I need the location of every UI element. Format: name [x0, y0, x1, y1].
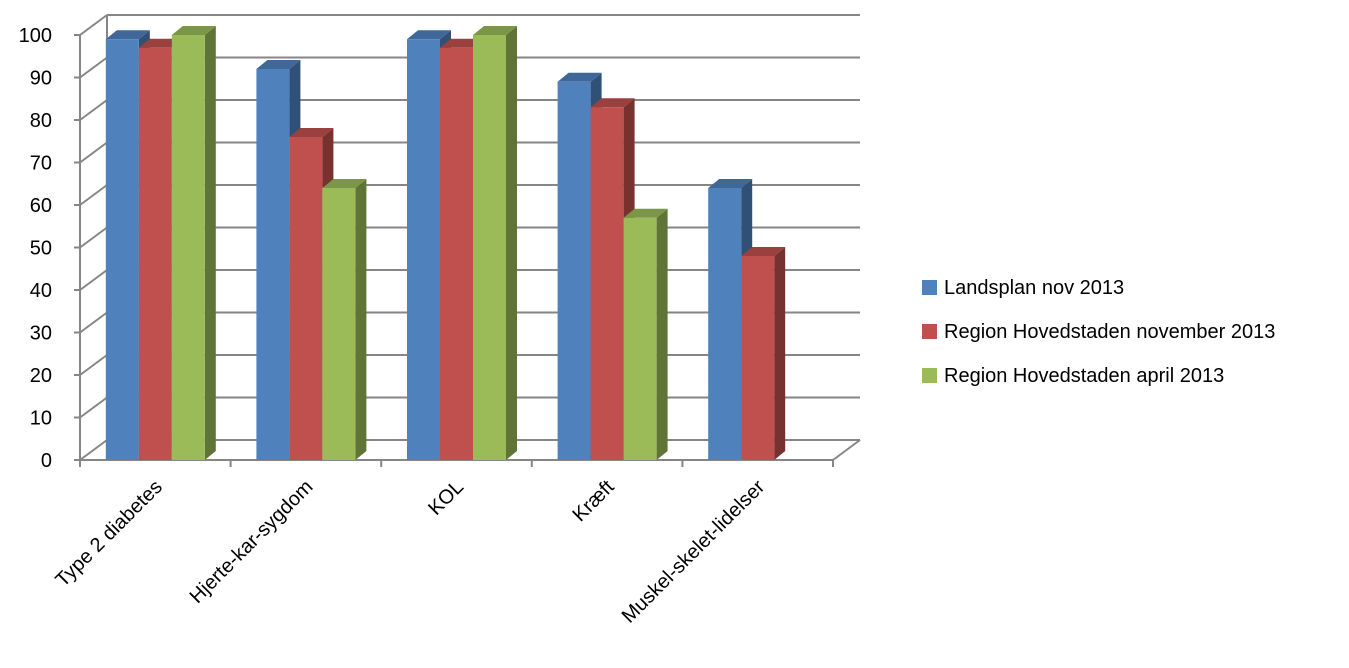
bar-side — [204, 26, 216, 460]
bar-side — [774, 247, 786, 460]
gridline-side — [79, 99, 108, 121]
bar-top — [256, 60, 301, 69]
bar — [473, 26, 517, 460]
legend-swatch — [922, 280, 937, 295]
gridline-side — [79, 141, 108, 164]
bar-top — [289, 128, 334, 137]
bar-top — [623, 208, 668, 218]
gridline-side — [79, 439, 108, 461]
bar — [171, 26, 216, 460]
x-axis-category-labels: Type 2 diabetes Hjerte-kar-sygdom KOL Kræft… — [51, 476, 769, 628]
bar-front — [322, 188, 356, 460]
y-tick-label: 60 — [30, 195, 52, 217]
bar-side — [506, 26, 517, 460]
y-tick-label: 10 — [30, 408, 52, 430]
bar-top — [708, 179, 753, 188]
bar-side — [656, 208, 668, 460]
y-tick-label: 80 — [30, 110, 52, 132]
gridline-side — [79, 311, 108, 334]
bar-front — [171, 35, 205, 460]
bar-front — [590, 107, 624, 460]
legend-swatch — [922, 324, 937, 339]
bar-front — [407, 39, 440, 460]
bar-front — [440, 47, 473, 460]
legend-item: Landsplan nov 2013 — [922, 277, 1124, 299]
y-tick-label: 30 — [30, 323, 52, 345]
gridline-side — [79, 226, 108, 249]
gridline-side — [79, 396, 108, 419]
y-tick-label: 20 — [30, 365, 52, 387]
bar-front — [289, 137, 323, 460]
bar-front — [708, 188, 742, 460]
bar-front — [105, 39, 139, 460]
legend: Landsplan nov 2013 Region Hovedstaden nov… — [922, 277, 1275, 387]
bar-front — [473, 35, 506, 460]
bar-top — [557, 72, 602, 82]
gridline-side — [79, 184, 108, 206]
gridline-side — [79, 56, 108, 79]
bar-top — [741, 247, 786, 256]
bar-top — [407, 30, 451, 40]
bar-top — [171, 26, 216, 35]
y-tick-label: 50 — [30, 238, 52, 260]
bar-top — [473, 26, 517, 35]
legend-label: Landsplan nov 2013 — [944, 277, 1124, 299]
bars — [105, 26, 786, 460]
y-tick-label: 90 — [30, 68, 52, 90]
y-tick-label: 100 — [19, 25, 52, 47]
legend-swatch — [922, 368, 937, 383]
bar — [741, 247, 786, 460]
bar-side — [355, 179, 367, 460]
y-axis-tick-labels: 0 10 20 30 40 50 60 70 80 90 100 — [19, 25, 52, 472]
legend-label: Region Hovedstaden november 2013 — [944, 321, 1275, 343]
bar-top — [590, 98, 635, 108]
bar-front — [256, 69, 290, 460]
x-category-label: Kræft — [568, 476, 618, 526]
y-tick-label: 0 — [41, 450, 52, 472]
bar-front — [741, 256, 775, 460]
y-tick-label: 70 — [30, 153, 52, 175]
gridline-side — [79, 269, 108, 291]
bar-front — [138, 47, 172, 460]
bar-front — [557, 81, 591, 460]
x-category-label: Hjerte-kar-sygdom — [186, 476, 318, 608]
x-category-label: Muskel-skelet-lidelser — [618, 476, 770, 628]
floor-right-edge — [832, 439, 861, 461]
gridline-side — [79, 354, 108, 376]
bar-top — [105, 30, 150, 40]
bar-top — [322, 179, 367, 188]
legend-item: Region Hovedstaden november 2013 — [922, 321, 1275, 343]
legend-label: Region Hovedstaden april 2013 — [944, 365, 1224, 387]
gridline-side — [79, 14, 108, 36]
bar — [322, 179, 367, 460]
x-category-label: KOL — [424, 476, 468, 520]
bar-front — [623, 217, 657, 460]
x-category-label: Type 2 diabetes — [51, 476, 166, 591]
legend-item: Region Hovedstaden april 2013 — [922, 365, 1224, 387]
bar — [623, 208, 668, 460]
y-tick-label: 40 — [30, 280, 52, 302]
